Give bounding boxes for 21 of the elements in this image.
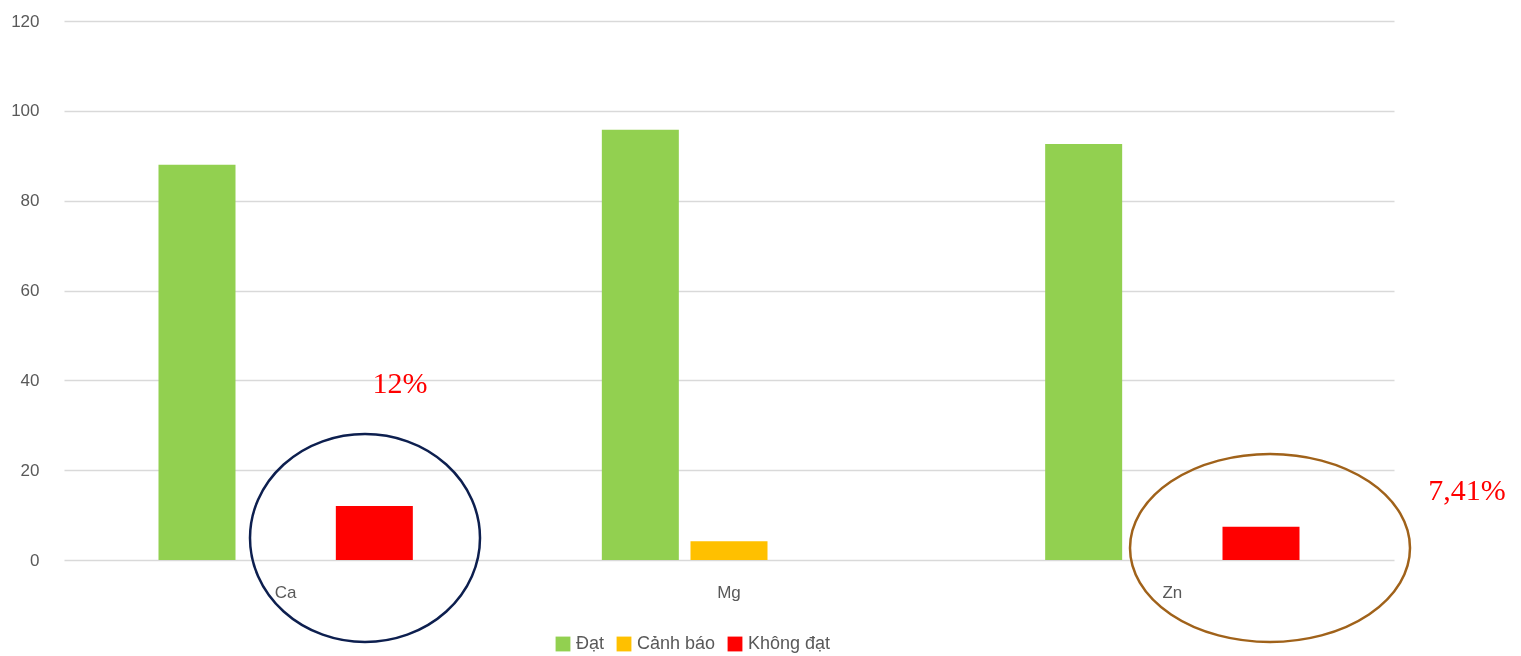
legend-label: Cảnh báo: [637, 633, 716, 653]
y-tick-label: 80: [20, 191, 40, 211]
bar: [601, 129, 679, 560]
y-tick-label: 120: [11, 11, 40, 31]
bar: [1045, 144, 1123, 560]
y-tick-label: 0: [30, 550, 40, 570]
x-tick-label: Ca: [274, 582, 298, 602]
text: 7,41%: [1428, 473, 1506, 506]
y-tick-label: 60: [20, 281, 40, 300]
bar: [1222, 526, 1300, 560]
x-tick-label: Mg: [717, 582, 741, 602]
legend-label: Không đạt: [748, 633, 831, 653]
bar: [335, 506, 413, 560]
bar: [690, 541, 768, 560]
bar: [158, 164, 236, 560]
x-tick-label: Zn: [1162, 582, 1183, 602]
y-tick-label: 100: [11, 101, 40, 121]
y-tick-label: 40: [20, 370, 40, 390]
annotation: 12%: [372, 366, 428, 399]
y-tick-label: 20: [20, 460, 40, 480]
legend-label: Đạt: [576, 633, 605, 653]
